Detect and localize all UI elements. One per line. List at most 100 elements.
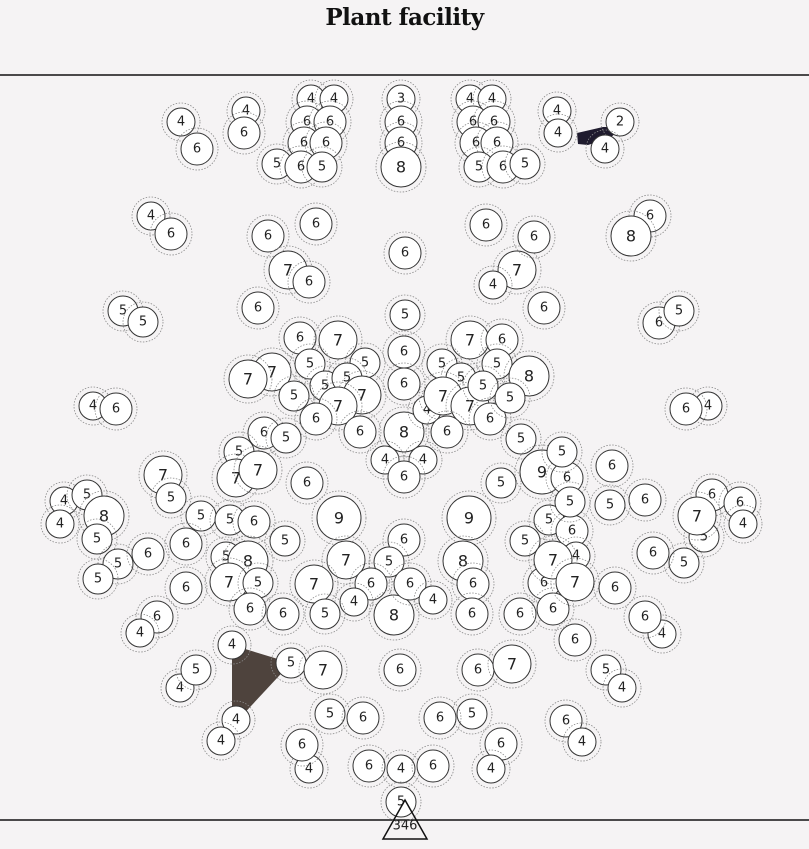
- node-circle[interactable]: [180, 654, 212, 686]
- node-circle[interactable]: [82, 563, 114, 595]
- board-node[interactable]: 4: [723, 504, 763, 544]
- board-node[interactable]: 6: [418, 696, 462, 740]
- node-circle[interactable]: [387, 460, 421, 494]
- node-circle[interactable]: [669, 392, 703, 426]
- node-circle[interactable]: [237, 505, 271, 539]
- board-node[interactable]: 6: [664, 387, 708, 431]
- node-circle[interactable]: [316, 495, 362, 541]
- board-node[interactable]: 6: [382, 330, 426, 374]
- board-node[interactable]: 6: [294, 202, 338, 246]
- board-node[interactable]: 4: [585, 129, 625, 169]
- node-circle[interactable]: [677, 496, 717, 536]
- board-node[interactable]: 6: [341, 696, 385, 740]
- node-circle[interactable]: [476, 754, 506, 784]
- board-node[interactable]: 6: [631, 531, 675, 575]
- board-node[interactable]: 6: [246, 214, 290, 258]
- node-circle[interactable]: [607, 673, 637, 703]
- node-circle[interactable]: [503, 597, 537, 631]
- node-circle[interactable]: [527, 291, 561, 325]
- node-circle[interactable]: [299, 207, 333, 241]
- board-node[interactable]: 6: [164, 566, 208, 610]
- board-node[interactable]: 6: [285, 461, 329, 505]
- node-circle[interactable]: [668, 547, 700, 579]
- node-circle[interactable]: [456, 698, 488, 730]
- board-node[interactable]: 5: [76, 518, 118, 560]
- board-node[interactable]: 6: [464, 203, 508, 247]
- node-circle[interactable]: [228, 359, 268, 399]
- node-circle[interactable]: [343, 415, 377, 449]
- board-node[interactable]: 7: [487, 639, 537, 689]
- board-node[interactable]: 5: [122, 301, 164, 343]
- board-node[interactable]: 6: [480, 318, 524, 362]
- board-node[interactable]: 8: [378, 406, 430, 458]
- board-node[interactable]: 5: [541, 431, 583, 473]
- node-circle[interactable]: [136, 201, 166, 231]
- board-node[interactable]: 6: [164, 522, 208, 566]
- node-circle[interactable]: [598, 571, 632, 605]
- node-circle[interactable]: [285, 728, 319, 762]
- node-circle[interactable]: [127, 306, 159, 338]
- node-circle[interactable]: [270, 422, 302, 454]
- board-node[interactable]: 4: [120, 613, 160, 653]
- node-circle[interactable]: [558, 623, 592, 657]
- node-circle[interactable]: [217, 630, 247, 660]
- node-circle[interactable]: [610, 215, 652, 257]
- board-node[interactable]: 5: [451, 693, 493, 735]
- board-node[interactable]: 7: [672, 491, 722, 541]
- node-circle[interactable]: [628, 600, 662, 634]
- board-node[interactable]: 4: [161, 102, 201, 142]
- node-circle[interactable]: [346, 701, 380, 735]
- board-node[interactable]: 6: [287, 260, 331, 304]
- board-node[interactable]: 6: [382, 362, 426, 406]
- node-circle[interactable]: [306, 151, 338, 183]
- board-node[interactable]: 5: [489, 377, 531, 419]
- node-circle[interactable]: [567, 727, 597, 757]
- board-node[interactable]: 4: [334, 582, 374, 622]
- node-circle[interactable]: [278, 380, 310, 412]
- node-circle[interactable]: [509, 148, 541, 180]
- board-node[interactable]: 5: [150, 477, 192, 519]
- board-node[interactable]: 7: [223, 354, 273, 404]
- board-node[interactable]: 6: [388, 562, 432, 606]
- node-circle[interactable]: [481, 348, 513, 380]
- board-node[interactable]: 5: [549, 481, 591, 523]
- board-node[interactable]: 6: [94, 387, 138, 431]
- board-node[interactable]: 6: [222, 111, 266, 155]
- board-node[interactable]: 6: [450, 592, 494, 636]
- board-node[interactable]: 6: [623, 595, 667, 639]
- board-node[interactable]: 6: [382, 518, 426, 562]
- board-node[interactable]: 7: [313, 315, 363, 365]
- node-circle[interactable]: [303, 650, 343, 690]
- board-node[interactable]: 9: [311, 490, 367, 546]
- board-node[interactable]: 5: [309, 693, 351, 735]
- board-node[interactable]: 4: [471, 749, 511, 789]
- node-circle[interactable]: [166, 107, 196, 137]
- board-node[interactable]: 6: [175, 127, 219, 171]
- board-node[interactable]: 5: [504, 143, 546, 185]
- node-circle[interactable]: [418, 585, 448, 615]
- node-circle[interactable]: [387, 367, 421, 401]
- node-circle[interactable]: [628, 483, 662, 517]
- board-node[interactable]: 6: [232, 500, 276, 544]
- board-node[interactable]: 5: [368, 541, 410, 583]
- board-node[interactable]: 6: [553, 618, 597, 662]
- board-node[interactable]: 6: [544, 699, 588, 743]
- node-circle[interactable]: [339, 587, 369, 617]
- board-node[interactable]: 5: [500, 418, 542, 460]
- board-node[interactable]: 6: [378, 648, 422, 692]
- board-node[interactable]: 5: [289, 343, 331, 385]
- board-node[interactable]: 4: [289, 749, 329, 789]
- node-circle[interactable]: [99, 392, 133, 426]
- node-circle[interactable]: [352, 749, 386, 783]
- node-circle[interactable]: [605, 107, 635, 137]
- board-node[interactable]: 6: [382, 455, 426, 499]
- board-node[interactable]: 5: [589, 484, 631, 526]
- node-circle[interactable]: [227, 116, 261, 150]
- node-circle[interactable]: [169, 527, 203, 561]
- node-circle[interactable]: [393, 567, 427, 601]
- board-node[interactable]: 5: [209, 499, 251, 541]
- node-circle[interactable]: [294, 564, 334, 604]
- node-circle[interactable]: [266, 597, 300, 631]
- board-node[interactable]: 5: [304, 593, 346, 635]
